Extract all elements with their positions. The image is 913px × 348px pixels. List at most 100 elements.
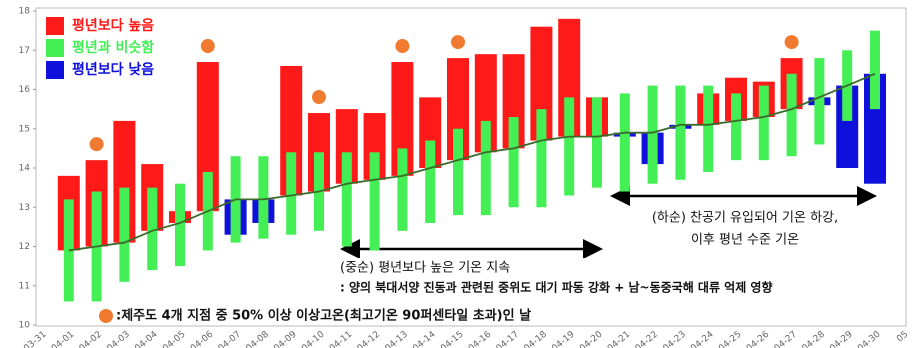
x-tick-label: 04-10 [300, 329, 327, 348]
normal-range-bar [870, 30, 880, 110]
normal-range-bar [480, 120, 491, 216]
x-tick-label: 04-12 [356, 330, 382, 348]
anomaly-bar [836, 85, 859, 168]
normal-range-bar [258, 156, 269, 239]
normal-range-bar [119, 187, 130, 282]
extreme-marker [451, 35, 465, 50]
anomaly-bar [391, 62, 414, 176]
x-tick-label: 04-20 [578, 329, 605, 348]
normal-range-bar [147, 187, 158, 271]
x-tick-label: 04-17 [495, 330, 521, 348]
y-tick-label: 13 [19, 203, 30, 213]
extreme-marker [784, 35, 799, 50]
x-tick-label: 04-16 [467, 329, 494, 348]
x-tick-label: 04-22 [634, 330, 660, 348]
extreme-marker [312, 90, 326, 105]
y-tick-label: 18 [19, 7, 31, 17]
anomaly-bar [558, 18, 581, 137]
x-tick-label: 04-04 [133, 329, 160, 348]
anomaly-bar [530, 26, 553, 141]
legend-label: 평년과 비슷함 [72, 39, 154, 56]
x-tick-label: 03-31 [22, 330, 48, 348]
normal-range-bar [592, 97, 602, 188]
x-tick-label: 04-08 [244, 329, 271, 348]
x-tick-label: 04-07 [217, 330, 243, 348]
normal-line [68, 72, 876, 252]
anomaly-bar [502, 54, 525, 149]
note-marker [99, 309, 113, 323]
normal-range-bar [286, 152, 297, 235]
normal-range-bar [619, 93, 630, 192]
anomaly-bar [363, 113, 386, 180]
anomaly-bar [864, 73, 886, 184]
normal-range-bar [341, 152, 352, 247]
x-tick-label: 04-11 [328, 330, 354, 348]
legend-label: 평년보다 높음 [72, 17, 154, 34]
anomaly-bar [280, 65, 303, 196]
normal-range-bar [647, 85, 658, 184]
annotation-bg [337, 258, 857, 298]
plot-frame [35, 7, 907, 327]
normal-range-bar [731, 93, 741, 161]
x-tick-label: 04-29 [828, 329, 855, 348]
x-tick-label: 04-06 [189, 329, 216, 348]
extreme-marker [89, 137, 104, 152]
anomaly-bar [196, 62, 219, 212]
anomaly-bar [447, 58, 469, 161]
normal-range-bar [508, 116, 519, 208]
x-tick-label: 04-15 [439, 330, 465, 348]
normal-range-bar [564, 97, 575, 196]
x-tick-label: 04-19 [550, 329, 577, 348]
anomaly-bar [335, 109, 358, 184]
y-tick-label: 16 [19, 85, 31, 95]
x-tick-label: 04-03 [105, 330, 131, 348]
anomaly-bar [113, 120, 136, 243]
x-tick-label: 04-30 [856, 329, 883, 348]
y-tick-label: 12 [19, 242, 30, 252]
anomaly-bar [474, 54, 497, 153]
normal-range-bar [536, 109, 547, 208]
normal-range-bar [453, 128, 463, 216]
normal-range-bar [814, 58, 825, 145]
annotation: 이후 평년 수준 기온 [691, 233, 799, 248]
x-tick-label: 04-09 [272, 329, 299, 348]
y-tick-label: 10 [19, 321, 31, 331]
normal-range-bar [703, 85, 714, 172]
normal-range-bar [369, 152, 380, 251]
normal-range-bar [758, 85, 769, 161]
normal-range-bar [786, 73, 797, 157]
x-tick-label: 04-26 [745, 329, 772, 348]
x-tick-label: 04-02 [78, 330, 104, 348]
x-tick-label: 04-05 [161, 330, 187, 348]
annotation: (하순) 찬공기 유입되어 기온 하강, [652, 211, 838, 226]
normal-range-bar [425, 140, 436, 223]
x-tick-label: 04-01 [50, 330, 76, 348]
legend-swatch [46, 17, 64, 35]
y-tick-label: 17 [19, 46, 30, 56]
normal-range-bar [397, 148, 408, 231]
extreme-marker [200, 39, 215, 54]
x-tick-label: 04-28 [800, 329, 827, 348]
legend-label: 평년보다 낮음 [72, 61, 154, 78]
normal-range-bar [675, 85, 686, 180]
annotation: (중순) 평년보다 높은 기온 지속 [340, 261, 510, 276]
y-tick-label: 15 [19, 124, 30, 134]
x-tick-label: 04-14 [411, 329, 438, 348]
x-tick-label: 05 [895, 330, 910, 345]
x-tick-label: 04-24 [689, 329, 716, 348]
note: :제주도 4개 지점 중 50% 이상 이상고온(최고기온 90퍼센타일 초과)… [116, 308, 531, 324]
extreme-marker [395, 39, 410, 54]
x-tick-label: 04-27 [773, 330, 799, 348]
x-tick-label: 04-25 [717, 330, 743, 348]
x-tick-label: 04-23 [661, 330, 687, 348]
x-tick-label: 04-21 [606, 330, 632, 348]
y-tick-label: 14 [19, 164, 31, 174]
normal-range-bar [175, 183, 185, 267]
legend-swatch [46, 61, 64, 79]
anomaly-bar [419, 97, 442, 168]
annotation: : 양의 북대서양 진동과 관련된 중위도 대기 파동 강화 + 남~동중국해 … [340, 280, 773, 295]
legend-swatch [46, 39, 64, 57]
x-tick-label: 04-18 [522, 329, 549, 348]
x-tick-label: 04-13 [383, 330, 409, 348]
